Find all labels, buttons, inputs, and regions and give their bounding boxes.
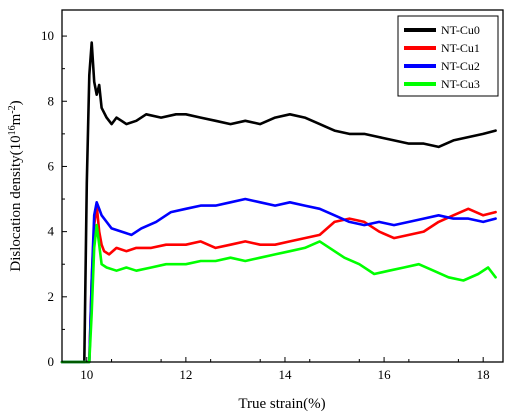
y-axis-title-end: ) — [8, 100, 24, 105]
y-axis-title-mid: m — [8, 113, 24, 125]
series-line-nt-cu3 — [60, 223, 497, 364]
y-tick-label: 10 — [41, 28, 54, 43]
y-axis-title: Dislocation density(1016m-2) — [7, 100, 25, 271]
legend-label-nt-cu0: NT-Cu0 — [441, 23, 480, 37]
x-axis-ticks: 10 12 14 16 18 — [61, 357, 490, 382]
x-tick-label: 14 — [278, 367, 292, 382]
legend-items: NT-Cu0 NT-Cu1 NT-Cu2 NT-Cu3 — [404, 23, 480, 91]
series-line-nt-cu0 — [60, 41, 497, 364]
series-line-nt-cu1 — [60, 204, 497, 364]
legend-label-nt-cu1: NT-Cu1 — [441, 41, 480, 55]
x-tick-label: 10 — [80, 367, 93, 382]
x-tick-label: 16 — [378, 367, 392, 382]
y-tick-label: 4 — [48, 224, 55, 239]
series-lines — [60, 41, 497, 364]
legend: NT-Cu0 NT-Cu1 NT-Cu2 NT-Cu3 — [397, 15, 499, 97]
x-tick-label: 18 — [477, 367, 490, 382]
y-axis-title-sup1: 16 — [7, 125, 18, 135]
legend-label-nt-cu2: NT-Cu2 — [441, 59, 480, 73]
plot-frame — [61, 9, 504, 363]
y-axis-title-sup2: -2 — [7, 105, 18, 113]
y-tick-label: 0 — [48, 354, 55, 369]
y-tick-label: 6 — [48, 158, 55, 173]
y-axis-title-main: Dislocation density(10 — [8, 135, 24, 271]
legend-label-nt-cu3: NT-Cu3 — [441, 77, 480, 91]
y-axis-ticks: 0 2 4 6 8 10 — [41, 28, 67, 369]
y-tick-label: 8 — [48, 93, 55, 108]
x-axis-title: True strain(%) — [238, 396, 325, 412]
y-tick-label: 2 — [48, 289, 55, 304]
series-line-nt-cu2 — [60, 197, 497, 364]
x-tick-label: 12 — [179, 367, 192, 382]
